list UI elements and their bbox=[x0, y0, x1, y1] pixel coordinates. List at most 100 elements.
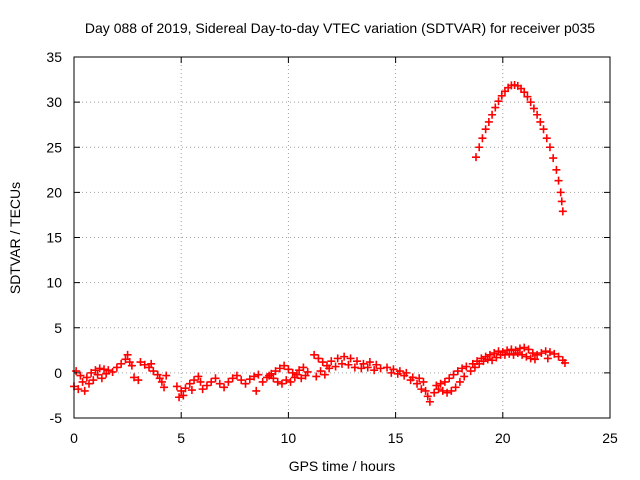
data-point bbox=[430, 388, 439, 397]
data-point bbox=[497, 91, 506, 100]
data-point bbox=[558, 207, 567, 216]
data-point bbox=[520, 343, 529, 352]
data-point bbox=[443, 388, 452, 397]
x-tick-label: 15 bbox=[388, 430, 404, 446]
data-point bbox=[284, 365, 293, 374]
data-point bbox=[376, 364, 385, 373]
x-tick-label: 10 bbox=[281, 430, 297, 446]
data-point bbox=[451, 383, 460, 392]
data-point bbox=[524, 345, 533, 354]
data-point bbox=[421, 386, 430, 395]
data-point bbox=[513, 349, 522, 358]
data-point bbox=[406, 376, 415, 385]
data-point bbox=[290, 373, 299, 382]
data-point bbox=[97, 374, 106, 383]
data-point bbox=[440, 377, 449, 386]
data-point bbox=[536, 117, 545, 126]
data-point bbox=[526, 354, 535, 363]
y-tick-label: 25 bbox=[46, 139, 62, 155]
data-point bbox=[455, 377, 464, 386]
data-point bbox=[250, 372, 259, 381]
data-point bbox=[149, 367, 158, 376]
series-0 bbox=[70, 343, 569, 406]
data-point bbox=[121, 355, 130, 364]
y-tick-label: 5 bbox=[54, 320, 62, 336]
data-point bbox=[207, 377, 216, 386]
data-point bbox=[387, 368, 396, 377]
data-point bbox=[117, 359, 126, 368]
data-point bbox=[314, 354, 323, 363]
x-tick-label: 25 bbox=[602, 430, 618, 446]
y-axis-label: SDTVAR / TECUs bbox=[7, 182, 23, 294]
data-point bbox=[252, 386, 261, 395]
data-point bbox=[194, 372, 203, 381]
data-point bbox=[82, 373, 91, 382]
data-point bbox=[490, 349, 499, 358]
data-point bbox=[372, 360, 381, 369]
data-point bbox=[554, 176, 563, 185]
data-point bbox=[187, 386, 196, 395]
axis-ticks: 0 5 10 15 20 25 -5 0 5 10 15 20 25 30 35 bbox=[46, 49, 618, 446]
grid-lines bbox=[74, 57, 610, 418]
data-point bbox=[417, 385, 426, 394]
data-point bbox=[365, 358, 374, 367]
data-point bbox=[500, 350, 509, 359]
data-point bbox=[477, 354, 486, 363]
data-point bbox=[179, 391, 188, 400]
data-point bbox=[331, 362, 340, 371]
data-point bbox=[136, 358, 145, 367]
data-point bbox=[112, 363, 121, 372]
data-point bbox=[312, 372, 321, 381]
data-point bbox=[460, 372, 469, 381]
data-point bbox=[254, 370, 263, 379]
data-point bbox=[202, 381, 211, 390]
data-point bbox=[545, 348, 554, 357]
data-point bbox=[466, 367, 475, 376]
data-point bbox=[160, 383, 169, 392]
data-point bbox=[198, 385, 207, 394]
data-point bbox=[299, 363, 308, 372]
data-point bbox=[211, 374, 220, 383]
data-point bbox=[333, 354, 342, 363]
data-point bbox=[478, 134, 487, 143]
data-point bbox=[95, 364, 104, 373]
data-point bbox=[488, 110, 497, 119]
data-point bbox=[100, 365, 109, 374]
data-point bbox=[338, 359, 346, 368]
data-point bbox=[93, 370, 102, 379]
x-tick-label: 5 bbox=[177, 430, 185, 446]
data-point bbox=[282, 376, 291, 385]
data-point bbox=[87, 368, 96, 377]
x-tick-label: 0 bbox=[70, 430, 78, 446]
data-point bbox=[72, 367, 81, 376]
data-point bbox=[505, 349, 514, 358]
data-point bbox=[415, 374, 424, 383]
data-point bbox=[432, 381, 441, 390]
data-point bbox=[344, 360, 353, 369]
data-point bbox=[181, 384, 190, 393]
data-point bbox=[507, 345, 516, 354]
data-point bbox=[123, 350, 132, 359]
data-point bbox=[462, 362, 471, 371]
data-point bbox=[275, 364, 284, 373]
data-point bbox=[157, 377, 166, 386]
data-point bbox=[494, 97, 503, 106]
data-point bbox=[346, 354, 355, 363]
data-point bbox=[267, 369, 276, 378]
data-point bbox=[552, 165, 561, 174]
data-point bbox=[258, 377, 267, 386]
data-point bbox=[363, 363, 372, 372]
y-tick-label: 20 bbox=[46, 184, 62, 200]
data-point bbox=[147, 359, 156, 368]
data-point bbox=[350, 363, 359, 372]
data-point bbox=[393, 369, 402, 378]
data-point bbox=[473, 357, 482, 366]
data-point bbox=[245, 375, 254, 384]
data-point bbox=[89, 376, 98, 385]
data-point bbox=[175, 393, 184, 402]
y-tick-label: 10 bbox=[46, 275, 62, 291]
data-point bbox=[224, 377, 233, 386]
data-point bbox=[310, 350, 319, 359]
data-point bbox=[80, 386, 89, 395]
